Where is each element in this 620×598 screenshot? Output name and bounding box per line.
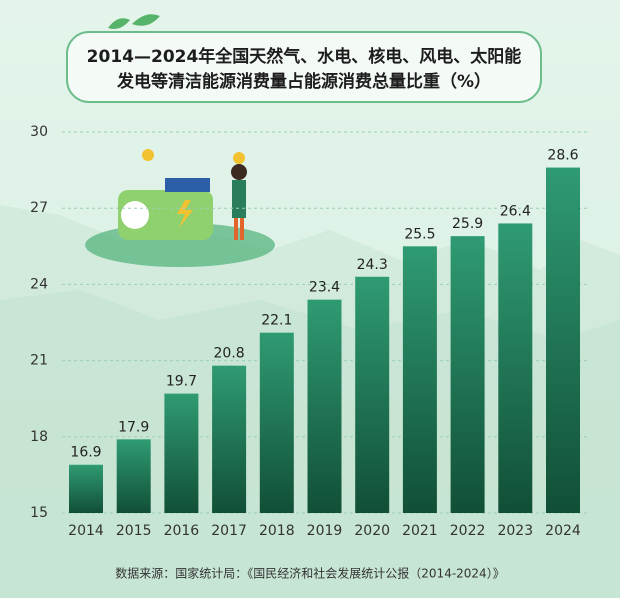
x-tick-label: 2016 xyxy=(164,523,200,539)
value-label: 24.3 xyxy=(357,257,388,273)
x-tick-label: 2018 xyxy=(259,523,295,539)
bar xyxy=(498,223,533,513)
value-label: 25.5 xyxy=(404,226,435,242)
value-label: 26.4 xyxy=(500,203,531,219)
y-tick-label: 15 xyxy=(30,505,48,521)
value-label: 25.9 xyxy=(452,216,483,232)
x-tick-label: 2022 xyxy=(450,523,486,539)
value-label: 22.1 xyxy=(261,313,292,329)
y-tick-label: 24 xyxy=(30,276,48,292)
y-tick-label: 27 xyxy=(30,200,48,216)
bar xyxy=(355,276,390,513)
value-label: 28.6 xyxy=(547,148,578,164)
bar xyxy=(69,464,103,513)
x-tick-label: 2021 xyxy=(402,523,438,539)
bar xyxy=(164,393,199,513)
bar xyxy=(546,167,580,513)
x-tick-label: 2023 xyxy=(497,523,533,539)
bar xyxy=(450,236,485,513)
y-tick-label: 21 xyxy=(30,353,48,369)
x-tick-label: 2024 xyxy=(545,523,581,539)
x-tick-label: 2017 xyxy=(211,523,247,539)
value-label: 17.9 xyxy=(118,419,149,435)
bar xyxy=(307,299,342,513)
x-tick-label: 2019 xyxy=(307,523,343,539)
y-tick-label: 30 xyxy=(30,124,48,140)
value-label: 20.8 xyxy=(214,346,245,362)
chart-title: 2014—2024年全国天然气、水电、核电、风电、太阳能 xyxy=(87,46,522,67)
title-box xyxy=(66,31,542,103)
leaf-icon xyxy=(108,14,160,29)
bar xyxy=(212,365,247,513)
value-label: 16.9 xyxy=(70,445,101,461)
y-tick-label: 18 xyxy=(30,429,48,445)
x-tick-label: 2020 xyxy=(354,523,390,539)
bar xyxy=(259,332,294,513)
x-tick-label: 2015 xyxy=(116,523,152,539)
value-label: 23.4 xyxy=(309,280,340,296)
source-note: 数据来源：国家统计局：《国民经济和社会发展统计公报（2014-2024）》 xyxy=(115,566,504,581)
value-label: 19.7 xyxy=(166,374,197,390)
chart-title: 发电等清洁能源消费量占能源消费总量比重（%） xyxy=(116,71,491,92)
bar xyxy=(116,439,151,513)
x-tick-label: 2014 xyxy=(68,523,104,539)
bar xyxy=(402,246,437,514)
